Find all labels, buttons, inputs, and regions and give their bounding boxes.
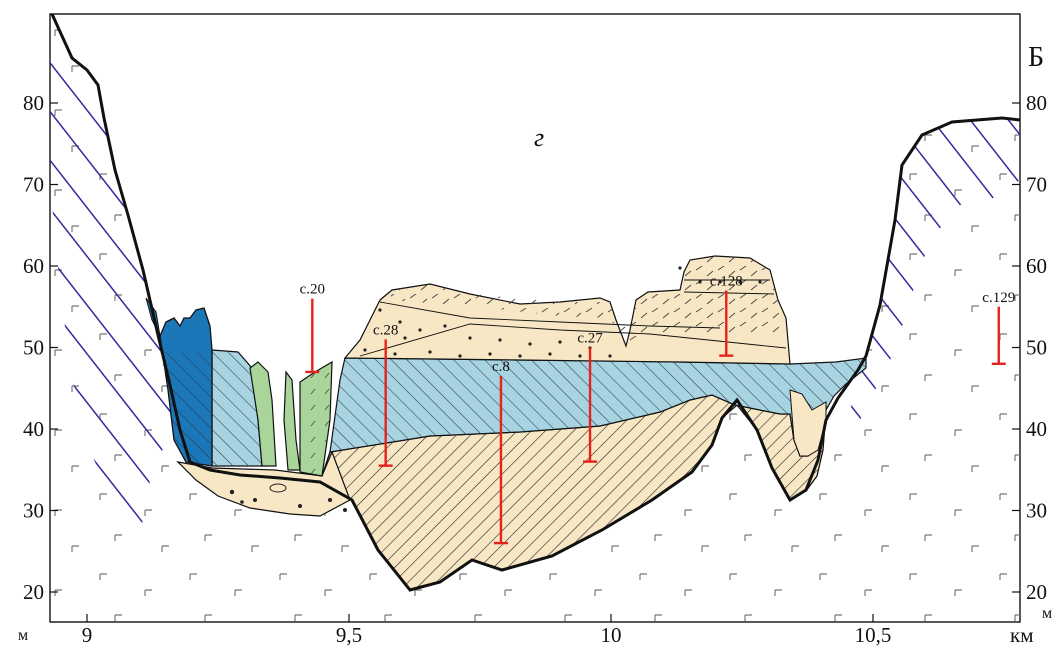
profile-letter: Б [1028, 42, 1044, 73]
lower-sand-lens [176, 450, 351, 517]
center-label: г [534, 123, 544, 152]
black-hatch-fill [320, 395, 826, 590]
sand-dots [363, 266, 762, 358]
borehole-label: с.129 [982, 290, 1015, 306]
borehole-label: с.27 [577, 331, 603, 347]
sand-contact-2 [379, 301, 721, 329]
x-unit-label: км [1010, 623, 1034, 647]
pebbles [229, 489, 347, 512]
y-tick-label-left: 60 [23, 254, 44, 278]
light-blue-left-hatch [212, 350, 262, 466]
ground-surface [50, 14, 1020, 592]
y-tick-label-right: 40 [1026, 417, 1047, 441]
axis-tick-marks [50, 102, 1020, 622]
right-hatched-zone [850, 118, 1020, 420]
green-body-a [249, 361, 277, 467]
borehole-с27: с.27 [577, 331, 603, 463]
x-tick-label: 9 [82, 623, 93, 647]
dark-blue-hatch [160, 352, 212, 466]
right-unit-label: м [1042, 605, 1052, 622]
borehole-label: с.128 [710, 273, 743, 289]
y-tick-label-left: 80 [23, 91, 44, 115]
borehole-label: с.8 [492, 359, 510, 375]
y-tick-label-left: 20 [23, 580, 44, 604]
borehole-с128: с.128 [710, 273, 743, 357]
x-tick-label: 9,5 [336, 623, 362, 647]
y-tick-label-right: 60 [1026, 254, 1047, 278]
y-tick-label-right: 20 [1026, 580, 1047, 604]
x-tick-label: 10,5 [855, 623, 892, 647]
green-hatch [300, 362, 332, 476]
y-tick-label-left: 30 [23, 499, 44, 523]
y-tick-label-right: 30 [1026, 499, 1047, 523]
light-blue-hatch [330, 358, 866, 456]
sand-contact-3 [683, 279, 775, 295]
sand-contact-1 [359, 323, 787, 357]
left-hatched-zone [50, 50, 178, 550]
y-tick-label-right: 70 [1026, 173, 1047, 197]
y-tick-label-left: 50 [23, 336, 44, 360]
x-tick-label: 10 [601, 623, 622, 647]
borehole-label: с.28 [373, 322, 398, 338]
borehole-с20: с.20 [300, 282, 325, 374]
y-axis-left-labels: 20 30 40 50 60 70 80 [23, 91, 44, 604]
upper-sand-dash [390, 256, 780, 346]
borehole-с129: с.129 [982, 290, 1015, 365]
y-axis-right-labels: 20 30 40 50 60 70 80 [1026, 91, 1047, 604]
basalt-basement [50, 14, 1020, 622]
left-unit-label: м [18, 627, 28, 644]
y-tick-label-right: 50 [1026, 336, 1047, 360]
y-tick-label-left: 40 [23, 417, 44, 441]
borehole-label: с.20 [300, 282, 325, 298]
y-tick-label-left: 70 [23, 173, 44, 197]
borehole-с8: с.8 [492, 359, 510, 545]
borehole-с28: с.28 [373, 322, 398, 467]
pebble-ring [269, 483, 287, 493]
y-tick-label-right: 80 [1026, 91, 1047, 115]
